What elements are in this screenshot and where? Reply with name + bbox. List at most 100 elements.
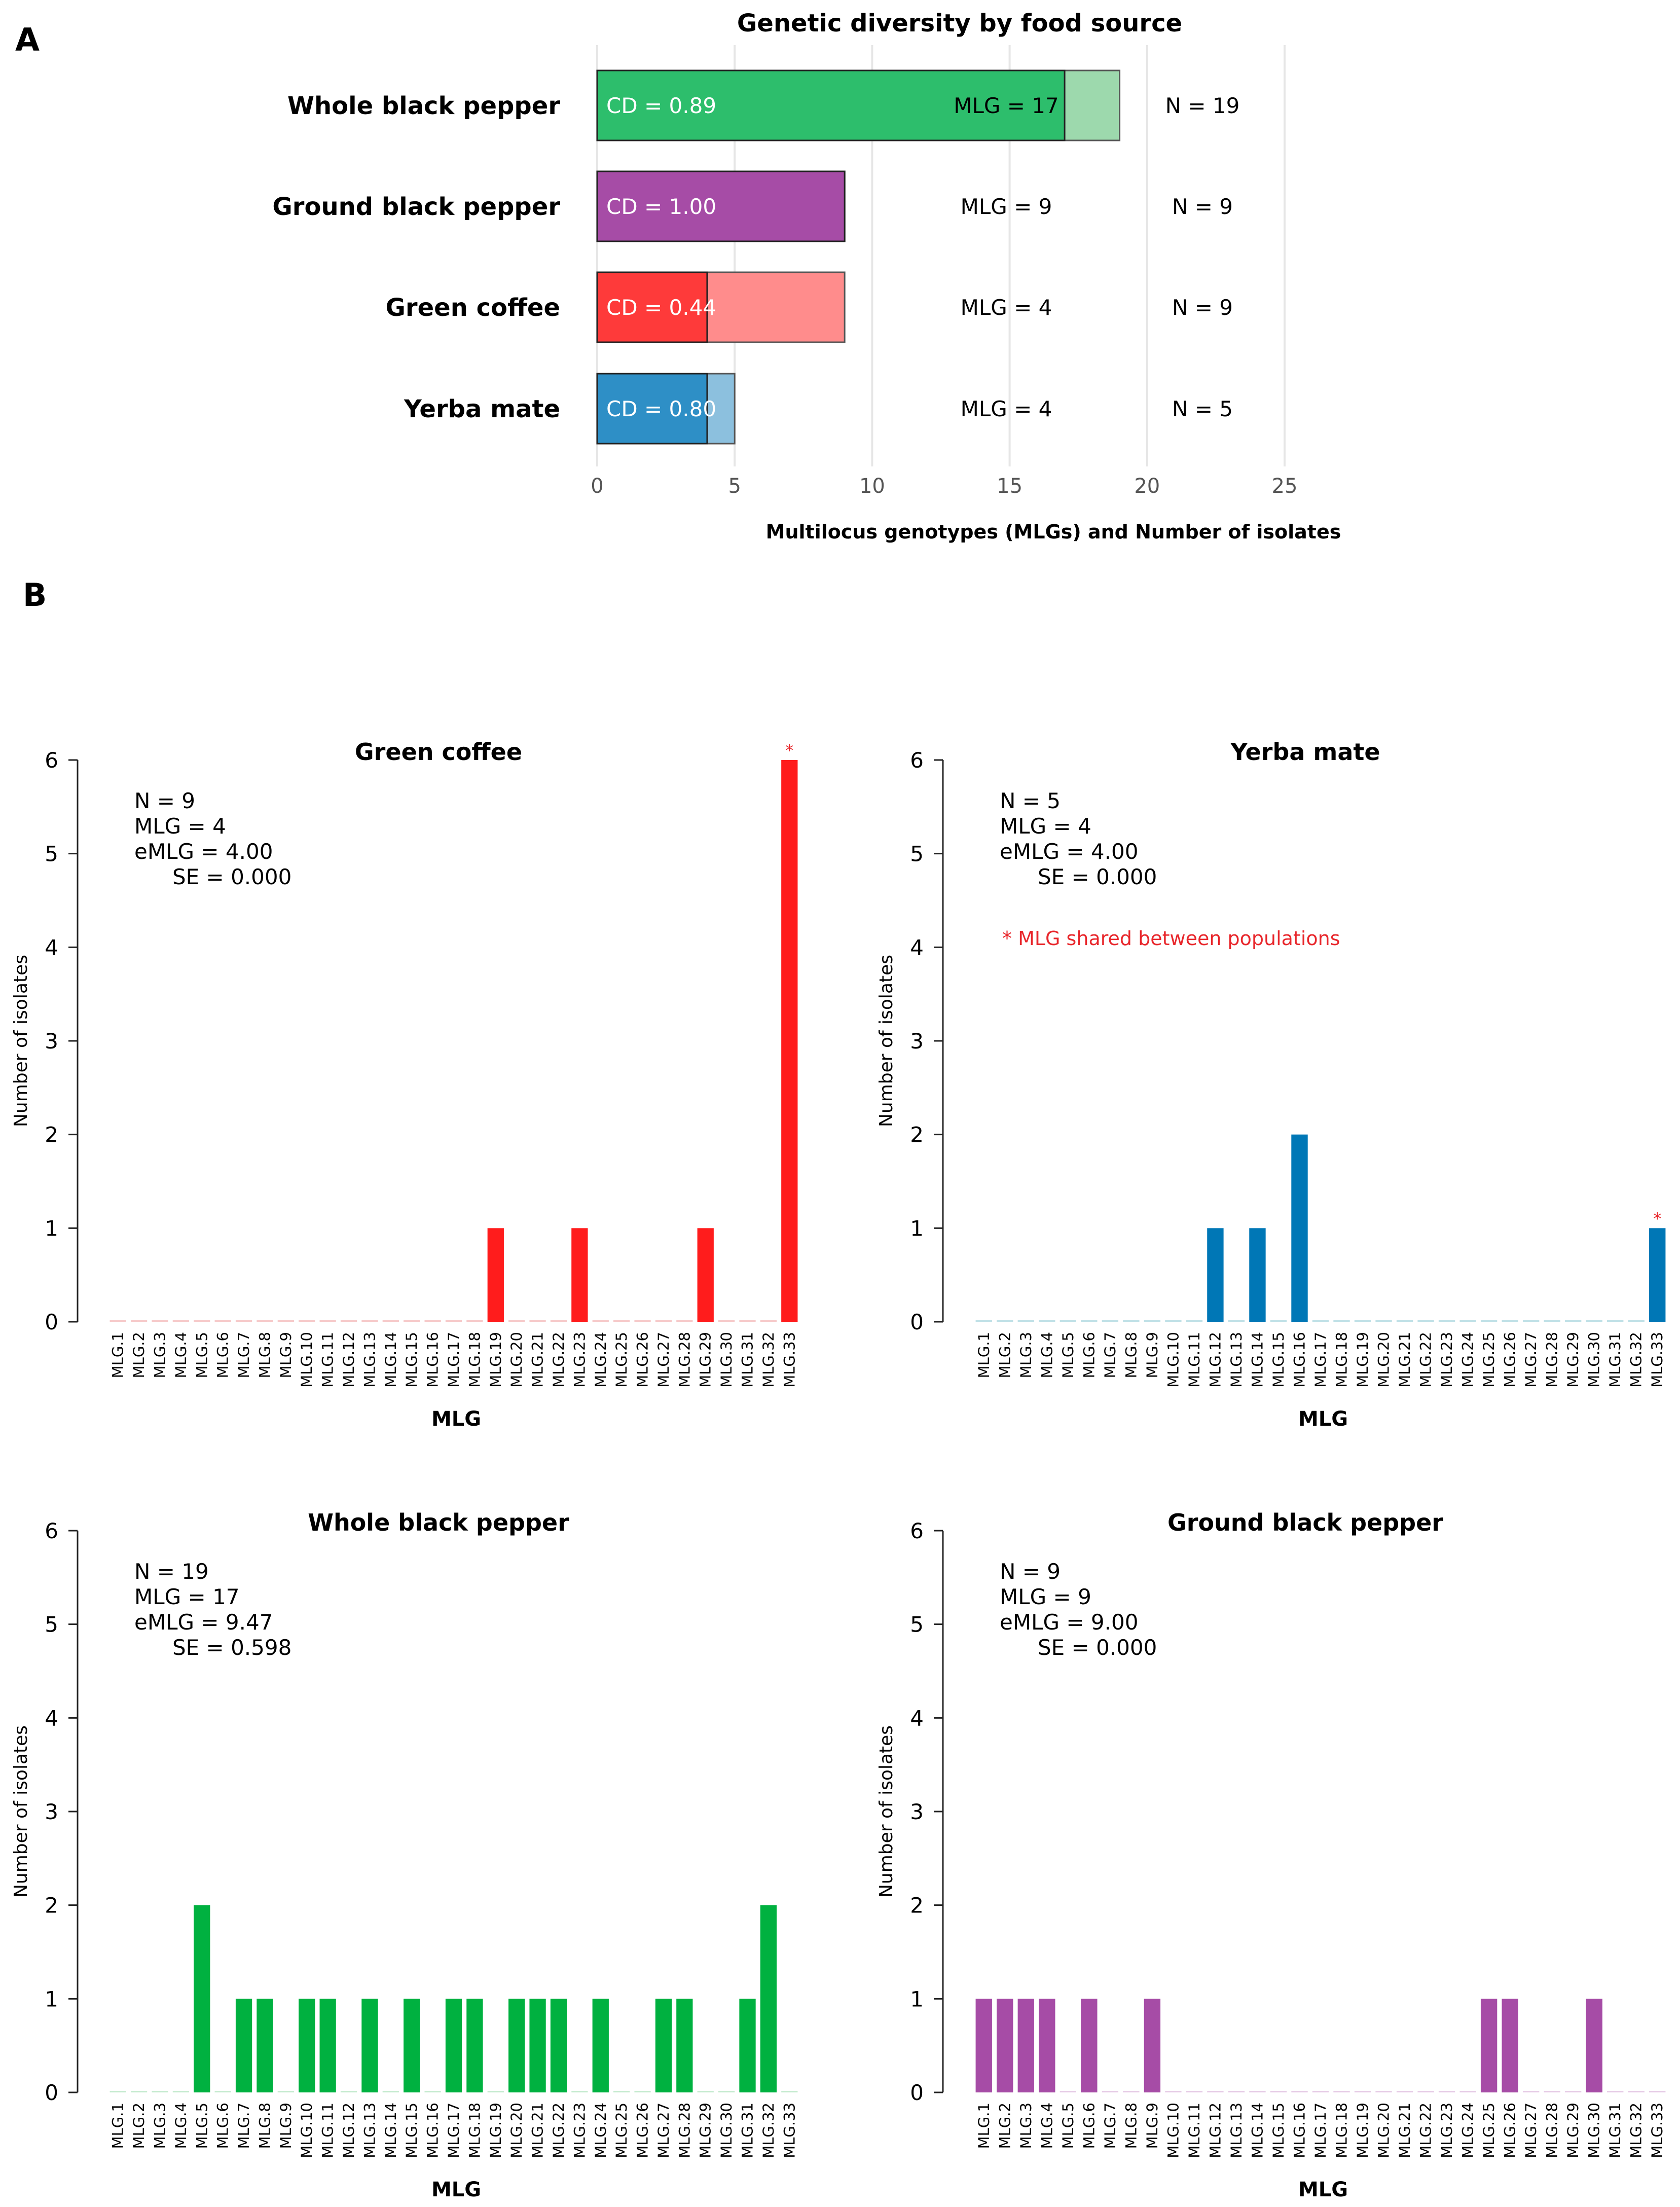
- y-tick-label: 1: [45, 1216, 58, 1241]
- x-tick-label: MLG.32: [1628, 2103, 1645, 2158]
- y-axis-label: Number of isolates: [11, 955, 31, 1127]
- x-tick-label: 0: [591, 475, 603, 498]
- x-tick-label: MLG.3: [1017, 1332, 1035, 1378]
- bar-MLG.5: [194, 1320, 210, 1322]
- y-tick-label: 3: [910, 1799, 924, 1824]
- x-tick-label: MLG.19: [487, 2103, 504, 2158]
- shared-mlg-legend: * MLG shared between populations: [1002, 927, 1340, 950]
- y-tick-label: 6: [910, 1518, 924, 1543]
- bar-MLG.2: [997, 1320, 1013, 1322]
- x-tick-label: MLG.3: [1017, 2103, 1035, 2149]
- stats-line: SE = 0.000: [172, 864, 291, 889]
- x-tick-label: MLG.25: [1480, 2103, 1498, 2158]
- stats-line: eMLG = 9.00: [1000, 1610, 1138, 1635]
- histogram-yerba-mate: Yerba mate 0 1 2 3 4 5 6 Number of isolates MLG.1…: [876, 738, 1666, 1431]
- x-tick-label: MLG.4: [172, 2103, 190, 2149]
- panel-label-b: B: [23, 576, 47, 613]
- bar-MLG.31: [739, 1999, 756, 2092]
- x-tick-label: MLG.14: [1249, 1332, 1266, 1388]
- x-tick-label: MLG.18: [466, 2103, 483, 2158]
- x-tick-label: MLG.16: [424, 1332, 442, 1388]
- y-tick-label: 6: [910, 748, 924, 773]
- bar-MLG.13: [361, 1999, 378, 2092]
- bar-MLG.7: [1102, 1320, 1119, 1322]
- x-tick-label: MLG.31: [1606, 2103, 1624, 2158]
- x-tick-label: MLG.7: [235, 1332, 252, 1378]
- y-tick-label: 0: [910, 2080, 924, 2105]
- y-tick-label: 3: [45, 1029, 58, 1054]
- y-tick-label: 6: [45, 1518, 58, 1543]
- bar-MLG.13: [1228, 1320, 1245, 1322]
- bar-MLG.10: [1165, 2091, 1182, 2092]
- bar-MLG.2: [997, 1999, 1013, 2092]
- x-tick-label: MLG.25: [1480, 1332, 1498, 1388]
- bar-MLG.3: [1017, 1999, 1034, 2092]
- cd-label: CD = 0.44: [606, 295, 716, 320]
- x-tick-label: MLG.28: [1544, 2103, 1561, 2158]
- y-tick-label: 5: [910, 1612, 924, 1637]
- chart-title: Green coffee: [355, 738, 522, 766]
- bar-MLG.28: [1544, 2091, 1560, 2092]
- n-label: N = 9: [1172, 194, 1233, 219]
- bar-MLG.9: [1144, 1999, 1161, 2092]
- x-tick-label: MLG.21: [1396, 2103, 1413, 2158]
- stats-line: MLG = 17: [134, 1584, 240, 1609]
- mlg-bar: [596, 373, 708, 445]
- x-tick-label: MLG.4: [1038, 1332, 1055, 1378]
- x-tick-label: MLG.20: [1375, 2103, 1393, 2158]
- bar-MLG.23: [571, 2091, 588, 2092]
- n-label: N = 19: [1165, 93, 1240, 118]
- x-tick-label: MLG.11: [319, 1332, 337, 1388]
- panel-label-a: A: [15, 21, 40, 58]
- x-axis-label: Multilocus genotypes (MLGs) and Number o…: [766, 521, 1341, 543]
- x-tick-label: MLG.16: [1291, 2103, 1308, 2158]
- bar-MLG.21: [529, 1320, 546, 1322]
- x-tick-label: MLG.24: [592, 2103, 609, 2158]
- x-tick-label: MLG.29: [1564, 1332, 1582, 1388]
- category-label: Whole black pepper: [287, 92, 560, 120]
- x-tick-label: MLG.28: [1544, 1332, 1561, 1388]
- x-tick-label: MLG.6: [214, 1332, 232, 1378]
- x-tick-label: MLG.11: [1186, 1332, 1203, 1388]
- x-tick-label: MLG.14: [382, 2103, 399, 2158]
- bar-MLG.1: [109, 2091, 126, 2092]
- bar-MLG.7: [1102, 2091, 1119, 2092]
- x-tick-label: MLG.23: [1438, 2103, 1455, 2158]
- x-tick-label: MLG.17: [445, 1332, 462, 1388]
- x-tick-label: MLG.32: [760, 1332, 777, 1388]
- bar-MLG.31: [1607, 1320, 1624, 1322]
- x-tick-label: MLG.21: [529, 2103, 546, 2158]
- x-tick-label: MLG.27: [1522, 2103, 1540, 2158]
- bar-MLG.20: [1375, 2091, 1392, 2092]
- bar-MLG.23: [1438, 2091, 1455, 2092]
- x-tick-label: MLG.30: [718, 2103, 735, 2158]
- bar-MLG.28: [676, 1999, 693, 2092]
- x-tick-label: MLG.26: [1502, 2103, 1519, 2158]
- x-tick-label: MLG.32: [1628, 1332, 1645, 1388]
- mlg-label: MLG = 17: [954, 93, 1059, 118]
- bar-MLG.1: [109, 1320, 126, 1322]
- bar-MLG.8: [257, 1999, 273, 2092]
- x-tick-label: MLG.15: [403, 1332, 420, 1388]
- x-tick-label: MLG.12: [340, 2103, 357, 2158]
- x-tick-label: MLG.10: [298, 2103, 315, 2158]
- y-axis-label: Number of isolates: [876, 955, 897, 1127]
- bar-MLG.17: [445, 1999, 462, 2092]
- y-tick-label: 1: [910, 1986, 924, 2011]
- x-tick-label: MLG.16: [1291, 1332, 1308, 1388]
- y-axis-label: Number of isolates: [11, 1725, 31, 1898]
- bar-MLG.14: [1249, 2091, 1266, 2092]
- x-tick-label: MLG.6: [1080, 2103, 1098, 2149]
- bar-MLG.26: [634, 1320, 651, 1322]
- x-tick-label: MLG.3: [151, 2103, 168, 2149]
- bar-MLG.7: [235, 1320, 252, 1322]
- bar-MLG.6: [1081, 1999, 1098, 2092]
- x-tick-label: MLG.8: [256, 1332, 273, 1378]
- x-tick-label: MLG.13: [361, 1332, 378, 1388]
- bar-MLG.20: [508, 1320, 525, 1322]
- x-tick-label: MLG.15: [1270, 2103, 1287, 2158]
- bar-MLG.27: [655, 1320, 672, 1322]
- x-tick-label: MLG.22: [1417, 2103, 1435, 2158]
- x-tick-label: MLG.28: [676, 2103, 693, 2158]
- x-tick-label: MLG.4: [1038, 2103, 1055, 2149]
